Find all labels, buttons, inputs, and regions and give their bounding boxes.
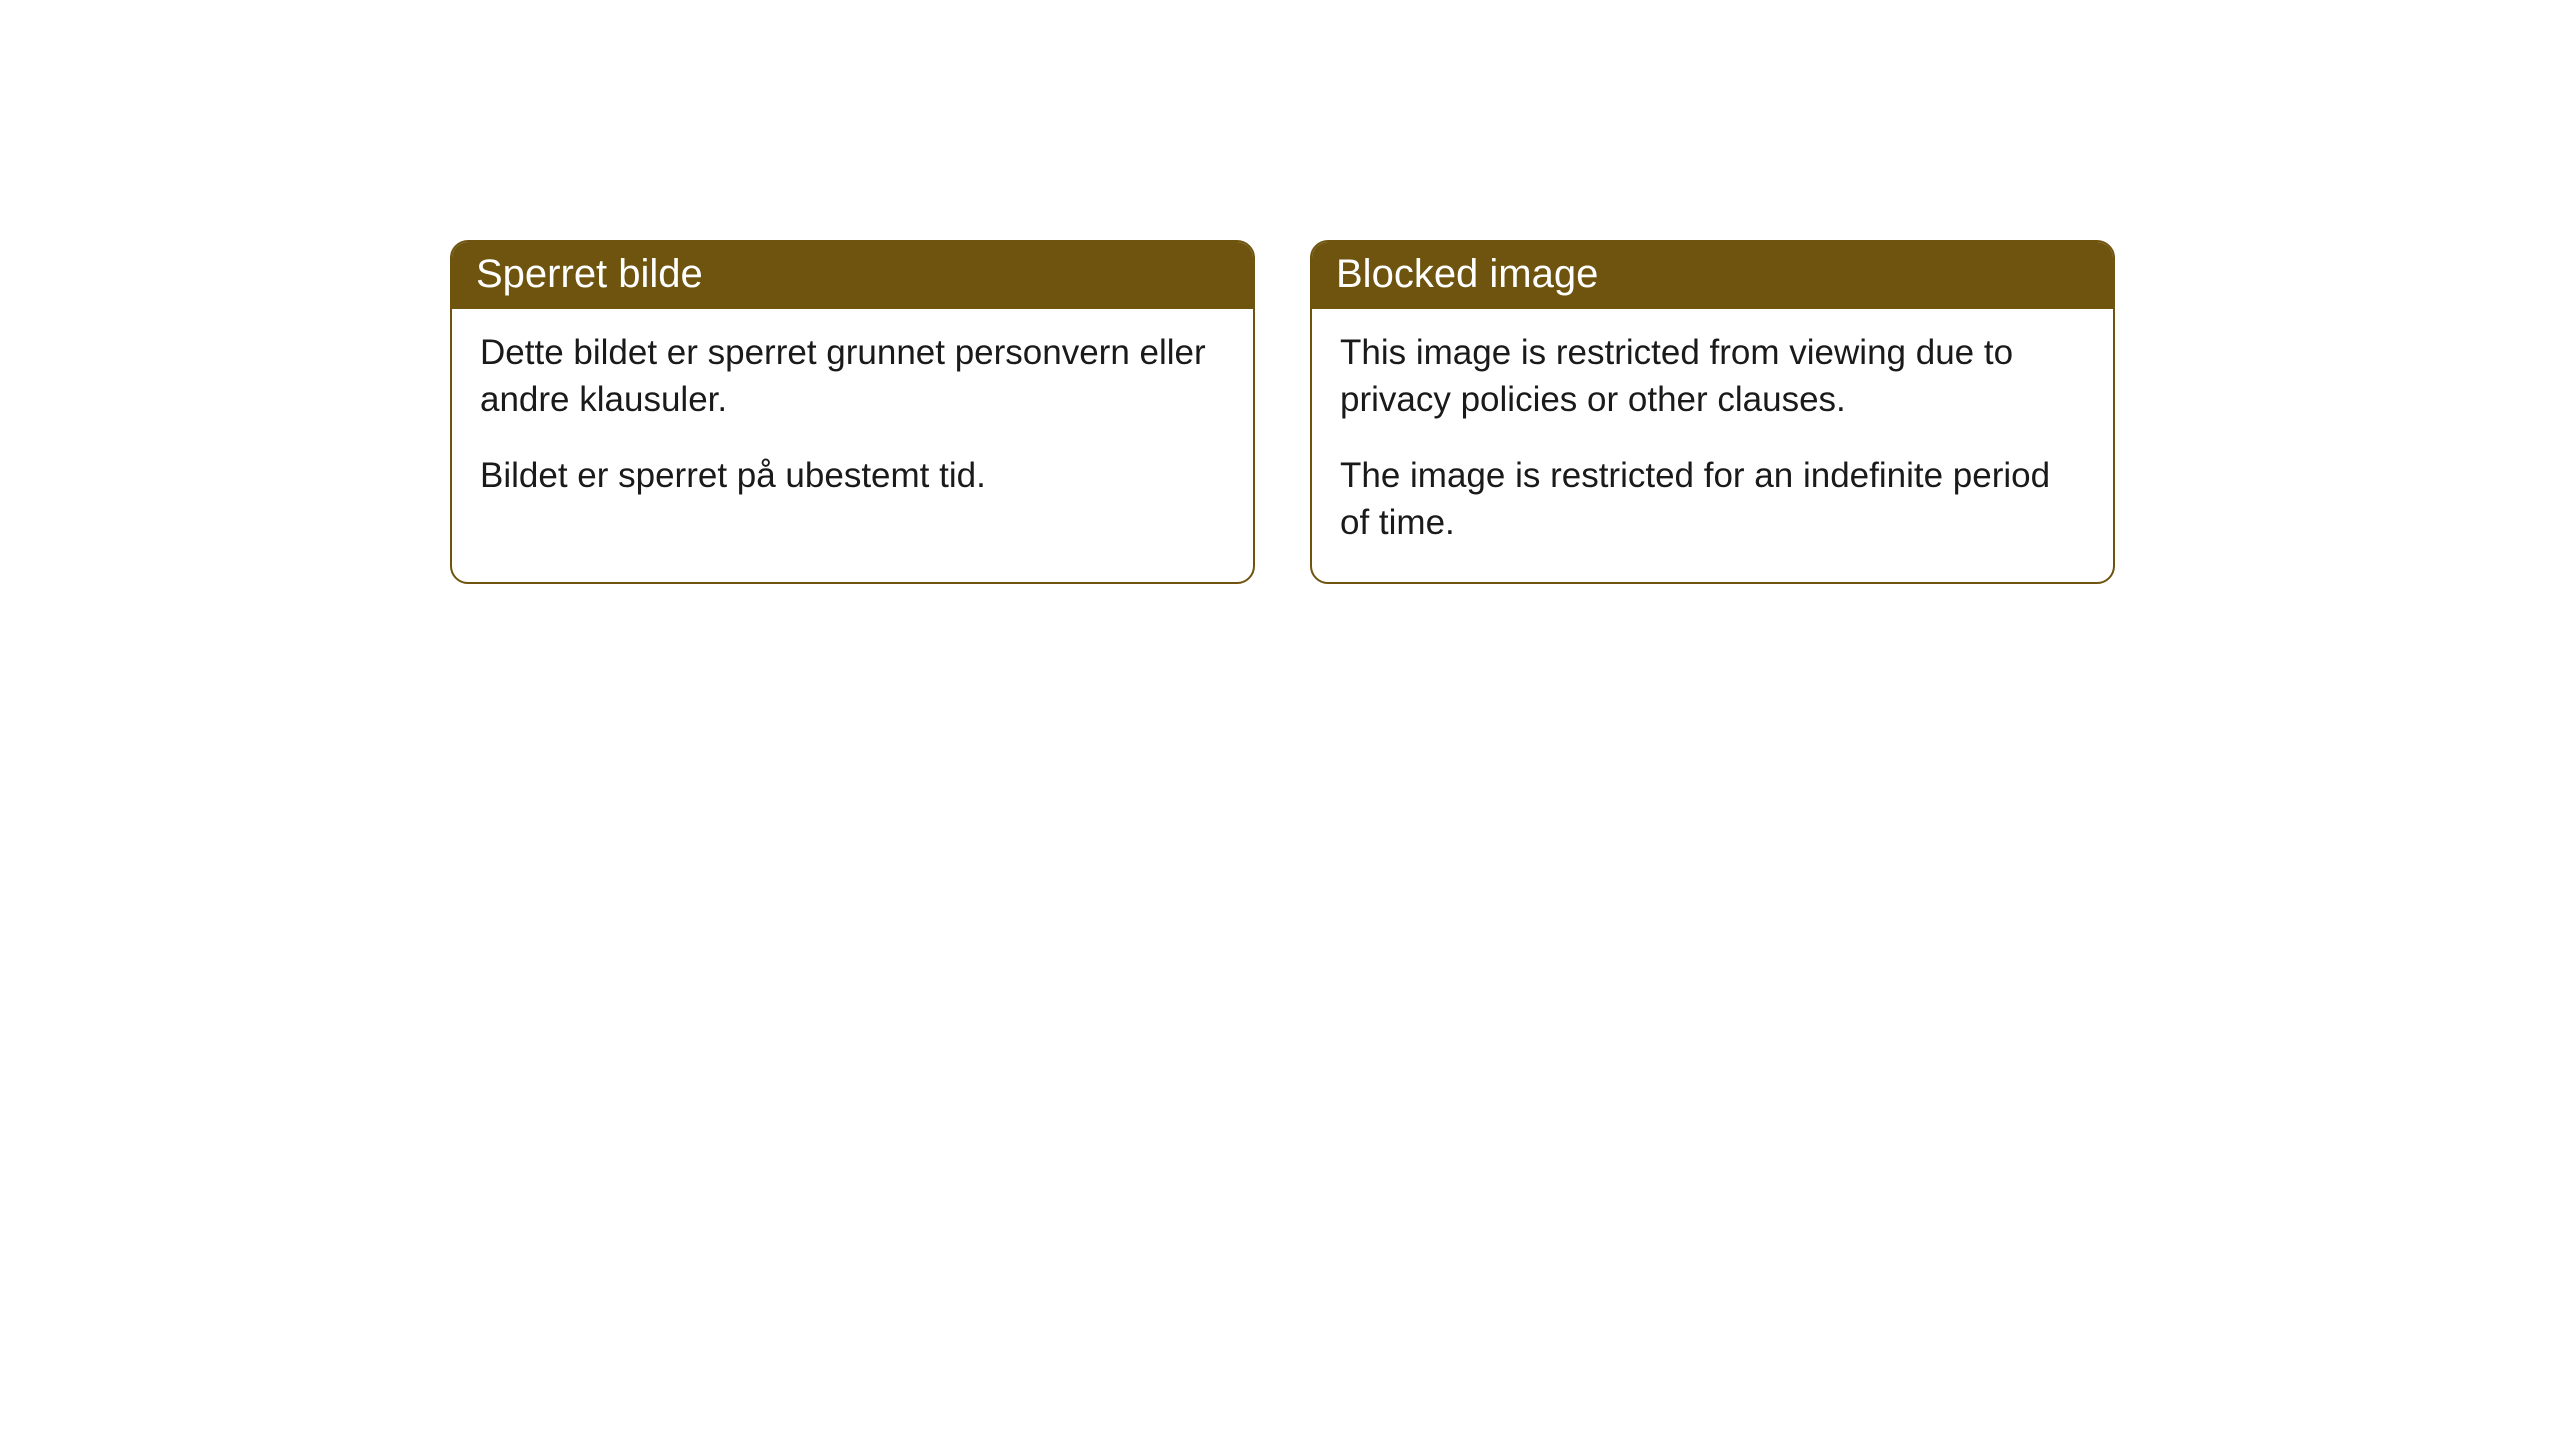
notice-card-english: Blocked image This image is restricted f… (1310, 240, 2115, 584)
card-title: Sperret bilde (476, 252, 703, 296)
notice-card-norwegian: Sperret bilde Dette bildet er sperret gr… (450, 240, 1255, 584)
card-body: Dette bildet er sperret grunnet personve… (452, 309, 1253, 535)
card-title: Blocked image (1336, 252, 1598, 296)
card-paragraph: Bildet er sperret på ubestemt tid. (480, 452, 1225, 499)
card-paragraph: Dette bildet er sperret grunnet personve… (480, 329, 1225, 424)
notice-cards-container: Sperret bilde Dette bildet er sperret gr… (450, 240, 2560, 584)
card-paragraph: The image is restricted for an indefinit… (1340, 452, 2085, 547)
card-body: This image is restricted from viewing du… (1312, 309, 2113, 582)
card-paragraph: This image is restricted from viewing du… (1340, 329, 2085, 424)
card-header: Blocked image (1312, 242, 2113, 309)
card-header: Sperret bilde (452, 242, 1253, 309)
